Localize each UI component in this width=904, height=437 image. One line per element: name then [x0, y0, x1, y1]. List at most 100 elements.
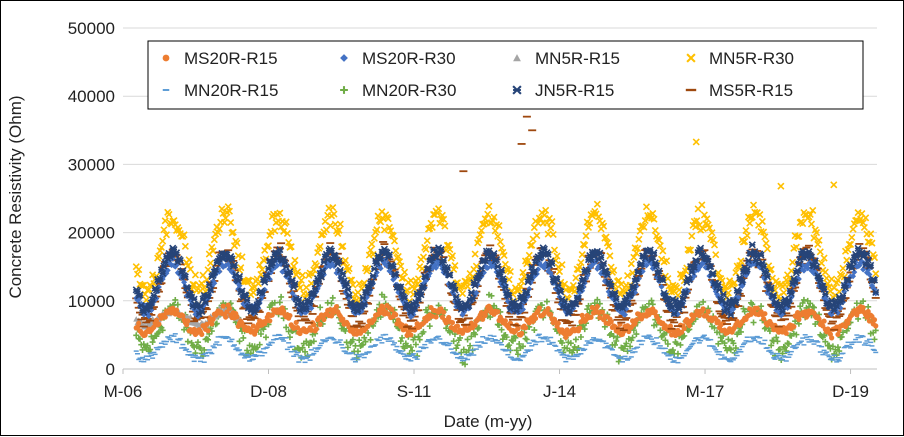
data-point	[322, 250, 331, 258]
data-point	[630, 327, 637, 334]
data-point	[505, 292, 513, 300]
data-point	[276, 209, 284, 217]
data-point	[393, 312, 399, 318]
data-point	[155, 329, 162, 336]
data-point	[816, 248, 824, 256]
data-point	[153, 317, 159, 323]
data-point	[799, 300, 806, 307]
data-point	[657, 327, 664, 334]
data-point	[845, 320, 851, 326]
data-point	[849, 225, 857, 233]
data-point	[692, 138, 700, 146]
data-point	[760, 263, 768, 271]
data-point	[451, 262, 459, 270]
data-point	[416, 336, 423, 343]
data-point	[373, 226, 381, 234]
data-point	[308, 305, 315, 312]
data-point	[535, 266, 542, 273]
data-point	[411, 305, 419, 313]
data-point	[201, 299, 210, 307]
data-point	[313, 326, 319, 332]
data-point	[547, 224, 555, 232]
data-point	[815, 236, 823, 244]
data-point	[296, 284, 304, 292]
y-tick-label: 10000	[68, 292, 115, 311]
data-point	[816, 277, 824, 285]
data-point	[795, 232, 803, 241]
data-point	[545, 305, 551, 312]
data-point	[401, 294, 409, 302]
data-point	[298, 271, 307, 279]
data-point	[698, 201, 706, 209]
data-point	[593, 200, 601, 208]
data-point	[770, 291, 778, 299]
data-point	[561, 297, 569, 306]
data-point	[496, 238, 504, 246]
data-point	[152, 286, 160, 294]
data-point	[564, 327, 570, 333]
data-point	[477, 264, 485, 272]
data-point	[526, 273, 535, 281]
data-point	[761, 233, 769, 241]
y-tick-labels: 0 10000 20000 30000 40000 50000	[68, 19, 115, 379]
data-point	[345, 291, 353, 300]
data-point	[812, 229, 821, 237]
data-point	[829, 343, 836, 350]
data-point	[198, 308, 206, 316]
data-point	[498, 244, 506, 252]
data-point	[185, 256, 193, 264]
data-point	[820, 285, 828, 293]
data-point	[704, 257, 712, 265]
data-point	[186, 265, 194, 273]
data-point	[392, 271, 400, 279]
data-point	[162, 231, 171, 239]
data-point	[312, 262, 320, 270]
data-point	[543, 298, 550, 305]
data-point	[414, 275, 422, 283]
data-point	[197, 345, 204, 352]
data-point	[821, 268, 829, 276]
data-point	[774, 338, 781, 345]
data-point	[330, 210, 338, 218]
data-point	[536, 305, 542, 311]
y-axis-title: Concrete Resistivity (Ohm)	[6, 95, 25, 298]
data-point	[498, 266, 506, 274]
data-point	[263, 272, 271, 281]
data-point	[816, 316, 822, 322]
data-point	[767, 284, 775, 292]
data-point	[230, 261, 239, 269]
data-point	[490, 250, 498, 258]
data-point	[513, 54, 521, 62]
data-point	[467, 342, 474, 349]
data-point	[705, 224, 714, 232]
data-point	[229, 228, 237, 236]
data-point	[457, 334, 464, 341]
data-point	[454, 342, 461, 349]
series-JN5R-R15	[132, 241, 880, 319]
data-point	[264, 265, 273, 273]
data-point	[709, 236, 717, 244]
data-point	[754, 305, 760, 311]
data-point	[550, 246, 559, 254]
data-point	[291, 280, 299, 288]
data-point	[652, 262, 661, 270]
data-point	[872, 288, 880, 296]
data-point	[210, 316, 216, 322]
data-point	[495, 222, 503, 230]
data-point	[492, 255, 501, 264]
data-point	[710, 241, 719, 249]
data-point	[377, 265, 384, 272]
data-point	[515, 326, 521, 332]
data-point	[249, 288, 257, 297]
data-point	[500, 278, 508, 286]
legend-item: MS20R-R30	[340, 49, 456, 68]
data-point	[664, 340, 671, 347]
legend-label: MS20R-R15	[184, 49, 278, 68]
data-point	[571, 343, 578, 350]
data-point	[591, 300, 598, 307]
data-point	[157, 243, 165, 252]
data-point	[475, 324, 482, 331]
data-point	[180, 313, 186, 319]
data-point	[238, 253, 246, 261]
data-point	[384, 215, 392, 223]
